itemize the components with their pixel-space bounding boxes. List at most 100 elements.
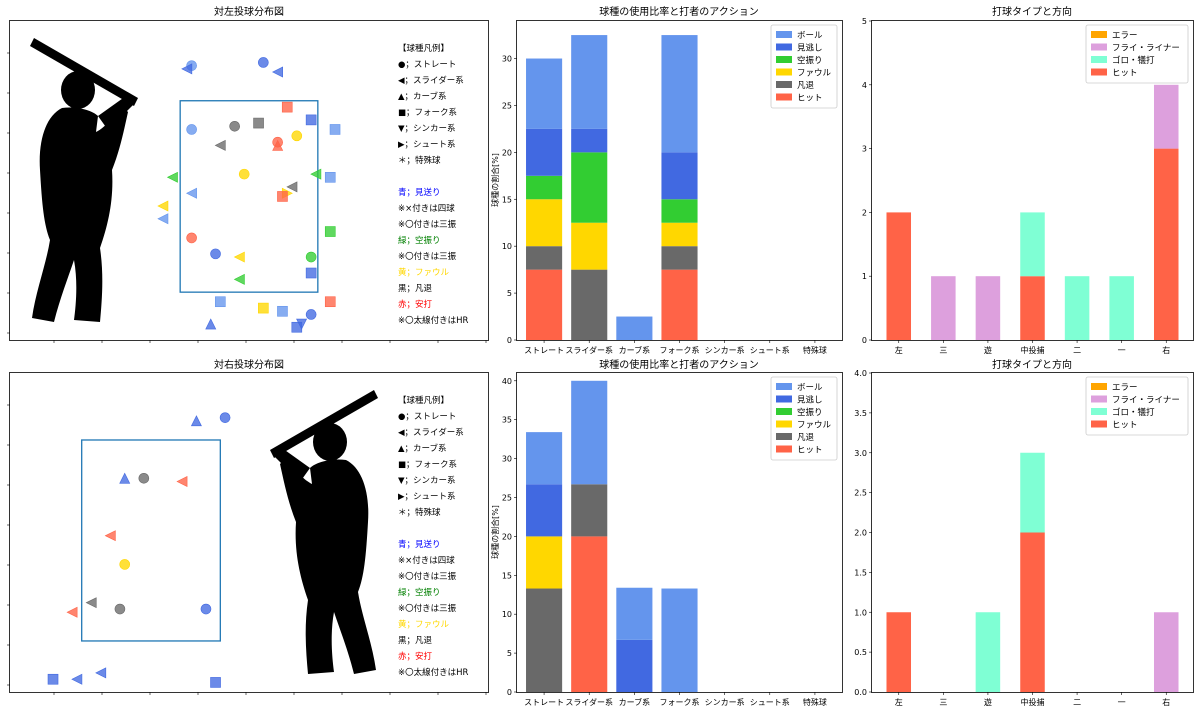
- y-tick-label: 25: [502, 493, 512, 502]
- pitch-legend-line: 黒；凡退: [398, 283, 433, 294]
- bar-segment: [661, 35, 698, 153]
- right-batted-ball-plot: 0.0 0.5 1.0 1.5 2.0 2.5 3.0 3.5 4.0 左 三 遊 中投捕 二 一 右 エラーフ…: [854, 369, 1189, 707]
- pitch-legend-line: 黄；ファウル: [398, 619, 450, 630]
- pitch-point: [233, 251, 245, 263]
- pitch-point: [114, 603, 126, 615]
- pitch-point: [71, 673, 83, 685]
- legend-label: 凡退: [797, 432, 815, 443]
- legend-label: エラー: [1112, 383, 1138, 393]
- pitch-point: [233, 273, 245, 285]
- pitch-point: [253, 117, 264, 129]
- y-tick-label: 1.5: [854, 568, 867, 577]
- x-tick-label: 特殊球: [803, 345, 827, 355]
- legend-swatch: [776, 383, 792, 390]
- legend-label: 空振り: [797, 407, 823, 418]
- strike-zone: [179, 100, 319, 293]
- pitch-legend-line: ※〇付きは三振: [398, 603, 457, 614]
- bar-segment: [661, 269, 698, 340]
- pitch-point: [66, 606, 78, 618]
- y-tick-label: 25: [502, 101, 512, 110]
- bar-segment: [1109, 276, 1134, 340]
- left-distribution-frame: [9, 20, 489, 341]
- legend-swatch: [1091, 43, 1107, 51]
- legend-label: ファウル: [797, 421, 832, 431]
- x-tick-label: スライダー系: [565, 345, 613, 355]
- y-tick-label: 0.0: [854, 688, 867, 697]
- bar-segment: [661, 246, 698, 270]
- legend-swatch: [776, 81, 792, 88]
- bar-segment: [571, 222, 608, 270]
- x-tick-label: シュート系: [750, 697, 790, 707]
- pitch-legend-line: ▲；カーブ系: [398, 91, 447, 102]
- y-tick-label: 40: [502, 377, 512, 386]
- pitch-legend-line: ※〇付きは三振: [398, 251, 457, 262]
- y-tick-label: 20: [502, 148, 512, 157]
- bar-segment: [526, 484, 563, 537]
- pitch-point: [210, 248, 221, 260]
- legend-swatch: [1091, 408, 1107, 415]
- y-tick-label: 30: [502, 55, 512, 64]
- pitch-legend-line: ▶；シュート系: [398, 491, 456, 502]
- bar-segment: [661, 588, 698, 692]
- right-pitch-type-legend: 【球種凡例】 ●；ストレート ◀；スライダー系 ▲；カーブ系 ■；フォーク系 ▼；シンカー…: [398, 395, 469, 678]
- pitch-point: [200, 603, 212, 615]
- pitch-point: [296, 318, 308, 330]
- x-tick-label: シンカー系: [705, 345, 745, 355]
- bar-segment: [526, 128, 563, 176]
- pitch-legend-line: ■；フォーク系: [398, 107, 457, 118]
- pitch-legend-line: ※×付きは四球: [398, 203, 455, 214]
- right-distribution-plot: [7, 404, 487, 695]
- bar-segment: [1020, 276, 1045, 340]
- pitch-point: [85, 597, 97, 609]
- pitch-point: [286, 181, 298, 193]
- legend-swatch: [776, 433, 792, 440]
- x-tick-label: フォーク系: [660, 345, 700, 355]
- y-tick-label: 1.0: [854, 608, 867, 617]
- bar-segment: [526, 199, 563, 247]
- x-tick-label: スライダー系: [565, 697, 613, 707]
- y-tick-label: 5: [507, 289, 512, 298]
- pitch-legend-line: ▶；シュート系: [398, 139, 456, 150]
- x-tick-label: シンカー系: [705, 697, 745, 707]
- pitch-legend-line: ▼；シンカー系: [398, 475, 456, 486]
- pitch-point: [291, 130, 303, 142]
- x-tick-label: シュート系: [750, 345, 790, 355]
- pitch-legend-line: ◀；スライダー系: [398, 427, 464, 438]
- y-tick-label: 3.5: [854, 409, 867, 418]
- x-tick-label: 中投捕: [1021, 345, 1045, 355]
- x-tick-label: 遊: [984, 697, 992, 707]
- pitch-legend-line: ■；フォーク系: [398, 459, 457, 470]
- pitch-legend-line: ※〇付きは三振: [398, 571, 457, 582]
- pitch-legend-line: 緑；空振り: [398, 587, 441, 598]
- legend-label: ボール: [797, 31, 823, 41]
- y-tick-label: 4.0: [854, 369, 867, 378]
- legend-swatch: [776, 31, 792, 38]
- bar-segment: [526, 588, 563, 692]
- legend-label: ヒット: [1112, 69, 1138, 79]
- pitch-point: [138, 472, 150, 484]
- pitch-legend-header: 【球種凡例】: [398, 43, 449, 54]
- legend-label: ゴロ・犠打: [1112, 407, 1155, 418]
- bar-segment: [1153, 612, 1179, 692]
- pitch-legend-line: 黒；凡退: [398, 635, 433, 646]
- pitch-point: [277, 191, 288, 202]
- pitch-point: [219, 412, 231, 423]
- legend-label: ファウル: [797, 69, 832, 79]
- bar-segment: [1153, 84, 1179, 149]
- strike-zone: [81, 439, 221, 642]
- x-tick-label: フォーク系: [660, 697, 700, 707]
- pitch-legend-line: ▲；カーブ系: [398, 443, 447, 454]
- right-pitch-mix-plot: 0 5 10 15 20 25 30 35 40 ストレート スライダー系 カーブ系 フォーク系 シンカー…: [502, 376, 838, 707]
- x-tick-label: 遊: [984, 345, 992, 355]
- bar-segment: [931, 276, 956, 340]
- left-pitch-mix-title: 球種の使用比率と打者のアクション: [599, 5, 759, 18]
- legend-swatch: [776, 68, 792, 76]
- legend-label: エラー: [1112, 31, 1138, 41]
- bar-segment: [571, 128, 608, 153]
- y-tick-label: 10: [502, 242, 512, 251]
- x-tick-label: 左: [895, 345, 903, 355]
- right-distribution-frame: [9, 372, 489, 693]
- pitch-point: [157, 213, 169, 225]
- pitch-point: [272, 139, 284, 151]
